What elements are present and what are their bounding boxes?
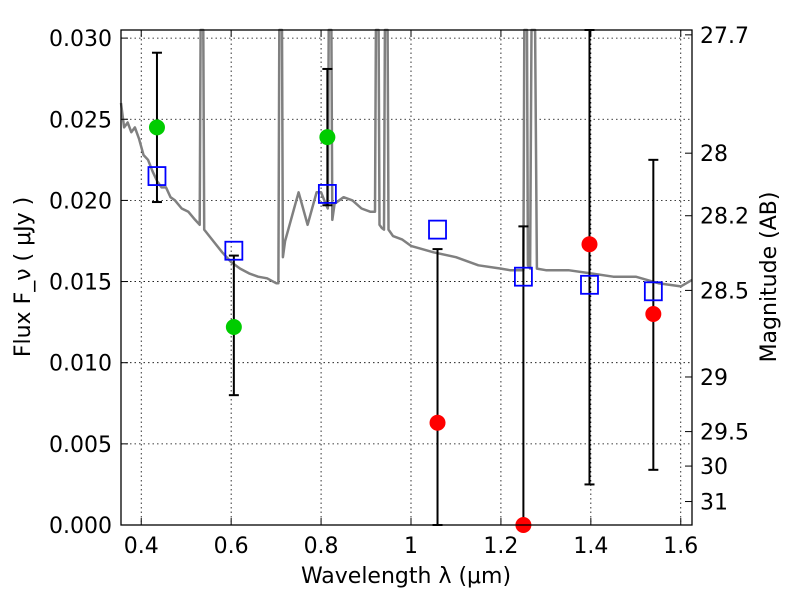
y-tick-label: 0.000 [49, 514, 112, 539]
x-tick-label: 0.4 [124, 534, 159, 559]
y2-tick-label: 28.2 [700, 205, 749, 230]
model-photometry-square [643, 281, 663, 302]
y-tick-label: 0.020 [49, 189, 112, 214]
plot-frame [120, 29, 693, 526]
y-tick-label: 0.015 [49, 271, 112, 296]
y2-tick-label: 28.5 [700, 279, 749, 304]
x-axis-label: Wavelength λ (μm) [301, 564, 511, 589]
x-tick-label: 0.6 [214, 534, 249, 559]
measured-optical-point [225, 319, 242, 335]
y2-tick-label: 28 [700, 142, 728, 167]
label-layer: 0.4 0.6 0.8 1 1.2 1.4 1.6 0.000 0.005 0.010 0.015 0… [49, 24, 749, 559]
y2-axis-label: Magnitude (AB) [757, 192, 782, 363]
y2-tick-label: 31 [700, 491, 728, 516]
x-tick-label: 1.6 [663, 534, 698, 559]
measured-infrared-point [429, 414, 446, 431]
tick-layer [121, 30, 692, 526]
x-tick-label: 0.8 [304, 534, 339, 559]
grid [121, 30, 692, 526]
y-tick-label: 0.025 [49, 108, 112, 133]
x-tick-label: 1.2 [483, 534, 518, 559]
y2-tick-label: 29.5 [700, 421, 749, 446]
model-photometry-square [317, 184, 337, 204]
measured-infrared-point [645, 306, 662, 323]
model-photometry-square [513, 266, 533, 287]
x-tick-label: 1 [404, 534, 418, 559]
measured-optical-point [319, 129, 336, 146]
y-axis-label: Flux F_ν ( μJy ) [11, 197, 36, 357]
measured-infrared-point [581, 236, 598, 253]
y-tick-label: 0.030 [49, 27, 112, 52]
marker-layer [147, 119, 663, 533]
y-tick-label: 0.010 [49, 352, 112, 377]
x-tick-label: 1.4 [573, 534, 608, 559]
y2-tick-label: 29 [700, 366, 728, 391]
model-photometry-square [147, 166, 167, 186]
model-photometry-square [580, 274, 599, 295]
measured-optical-point [148, 119, 165, 136]
y2-tick-label: 27.7 [700, 24, 749, 49]
model-photometry-square [428, 219, 447, 240]
model-photometry-square [224, 240, 244, 261]
y2-tick-label: 30 [700, 455, 728, 480]
y-tick-label: 0.005 [49, 433, 112, 458]
